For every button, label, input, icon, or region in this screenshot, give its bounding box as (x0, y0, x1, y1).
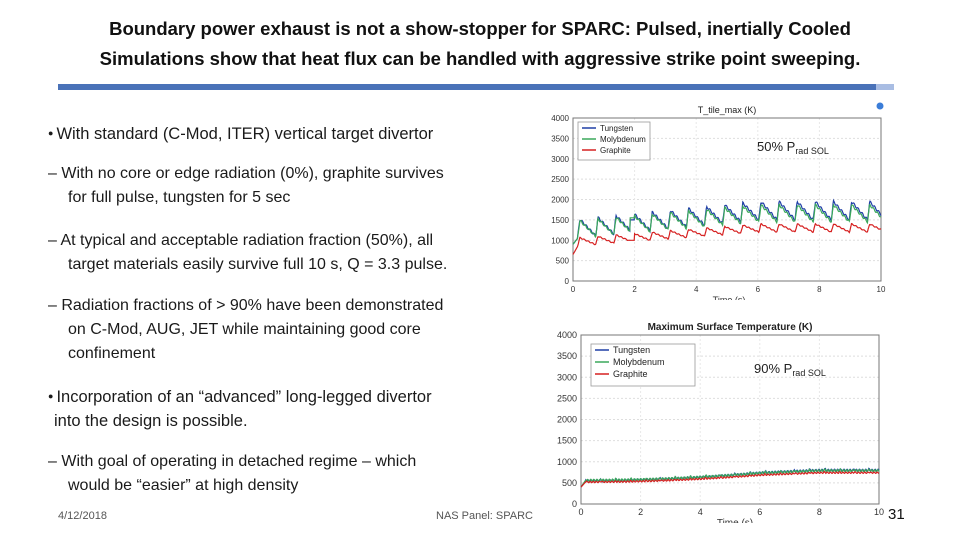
x-tick-label: 2 (638, 507, 643, 517)
y-tick-label: 3000 (551, 155, 569, 164)
chart-tile-max-50pct: T_tile_max (K) 0 500 1000 1500 2000 2500 3000 35… (535, 100, 905, 300)
x-tick-label: 0 (578, 507, 583, 517)
chart-settings-icon (876, 102, 884, 110)
legend-box (590, 343, 696, 387)
y-tick-label: 3500 (557, 351, 577, 361)
sub-bullet-line: for full pulse, tungsten for 5 sec (68, 189, 291, 206)
sub-bullet-line: target materials easily survive full 10 … (68, 256, 448, 273)
y-tick-label: 4000 (551, 114, 569, 123)
x-tick-label: 6 (757, 507, 762, 517)
y-tick-label: 1500 (557, 436, 577, 446)
sub-bullet-line: confinement (68, 345, 156, 362)
y-tick-label: 0 (572, 499, 577, 509)
sub-bullet-detached: – With goal of operating in detached reg… (48, 450, 416, 498)
y-tick-label: 3500 (551, 134, 569, 143)
bullet-text-line2: into the design is possible. (54, 412, 248, 430)
x-axis-label: Time (s) (713, 295, 746, 300)
series-line-graphite (580, 470, 880, 488)
y-tick-label: 2000 (557, 415, 577, 425)
sub-bullet-typical-radiation: – At typical and acceptable radiation fr… (48, 229, 447, 277)
legend-label-tungsten: Tungsten (613, 345, 650, 355)
sub-bullet-line: – At typical and acceptable radiation fr… (48, 232, 434, 249)
legend-label-graphite: Graphite (600, 146, 631, 155)
plot-frame (580, 334, 880, 505)
footer-title: NAS Panel: SPARC (436, 510, 534, 522)
slide-title-line2: Simulations show that heat flux can be h… (99, 48, 861, 69)
legend-label-molybdenum: Molybdenum (613, 357, 665, 367)
bullet-text: With standard (C-Mod, ITER) vertical tar… (56, 125, 434, 143)
x-tick-label: 10 (874, 507, 884, 517)
chart-annotation: 90% Prad SOL (754, 361, 826, 378)
y-tick-label: 0 (565, 277, 570, 286)
bullet-advanced-divertor: ● Incorporation of an “advanced” long-leg… (48, 384, 432, 433)
slide-title-line1: Boundary power exhaust is not a show-sto… (109, 18, 851, 39)
legend-label-molybdenum: Molybdenum (600, 135, 646, 144)
sub-bullet-line: – With goal of operating in detached reg… (48, 453, 417, 470)
y-tick-label: 2500 (551, 175, 569, 184)
x-tick-label: 8 (817, 285, 822, 294)
bullet-dot-icon: ● (48, 128, 54, 138)
x-tick-label: 4 (694, 285, 699, 294)
sub-bullet-no-radiation: – With no core or edge radiation (0%), g… (48, 162, 444, 210)
y-tick-label: 500 (562, 478, 577, 488)
sub-bullet-line: would be “easier” at high density (68, 477, 299, 494)
y-tick-label: 1000 (551, 236, 569, 245)
bullet-text: Incorporation of an “advanced” long-legg… (56, 388, 432, 406)
series-line-graphite (572, 222, 882, 255)
y-tick-label: 500 (556, 257, 570, 266)
series-line-molybdenum (580, 467, 880, 488)
y-tick-label: 1500 (551, 216, 569, 225)
x-tick-label: 2 (632, 285, 637, 294)
series-line-molybdenum (572, 202, 882, 245)
y-tick-label: 1000 (557, 457, 577, 467)
series-line-tungsten (572, 198, 882, 245)
legend-label-graphite: Graphite (613, 369, 648, 379)
bullet-dot-icon: ● (48, 391, 54, 401)
y-tick-label: 2000 (551, 196, 569, 205)
legend-label-tungsten: Tungsten (600, 124, 633, 133)
chart-surface-temp-90pct: Maximum Surface Temperature (K) 0 500 1000 1… (535, 318, 905, 523)
x-tick-label: 4 (698, 507, 703, 517)
x-axis-label: Time (s) (717, 518, 753, 523)
y-tick-label: 2500 (557, 393, 577, 403)
chart-title: Maximum Surface Temperature (K) (648, 322, 813, 333)
title-divider (58, 84, 876, 90)
footer-date: 4/12/2018 (58, 510, 107, 522)
sub-bullet-high-radiation: – Radiation fractions of > 90% have been… (48, 294, 443, 366)
x-tick-label: 6 (756, 285, 761, 294)
chart-annotation: 50% Prad SOL (757, 139, 829, 156)
plot-frame (572, 117, 882, 282)
sub-bullet-line: – With no core or edge radiation (0%), g… (48, 165, 444, 182)
y-tick-label: 4000 (557, 330, 577, 340)
chart-background (535, 318, 905, 523)
sub-bullet-line: – Radiation fractions of > 90% have been… (48, 297, 444, 314)
x-tick-label: 10 (877, 285, 886, 294)
page-number: 31 (888, 506, 905, 523)
x-tick-label: 8 (817, 507, 822, 517)
bullet-standard-divertor: ● With standard (C-Mod, ITER) vertical ta… (48, 121, 433, 146)
x-tick-label: 0 (571, 285, 576, 294)
y-tick-label: 3000 (557, 372, 577, 382)
sub-bullet-line: on C-Mod, AUG, JET while maintaining goo… (68, 321, 421, 338)
title-divider-end (876, 84, 894, 90)
chart-title: T_tile_max (K) (698, 105, 757, 115)
